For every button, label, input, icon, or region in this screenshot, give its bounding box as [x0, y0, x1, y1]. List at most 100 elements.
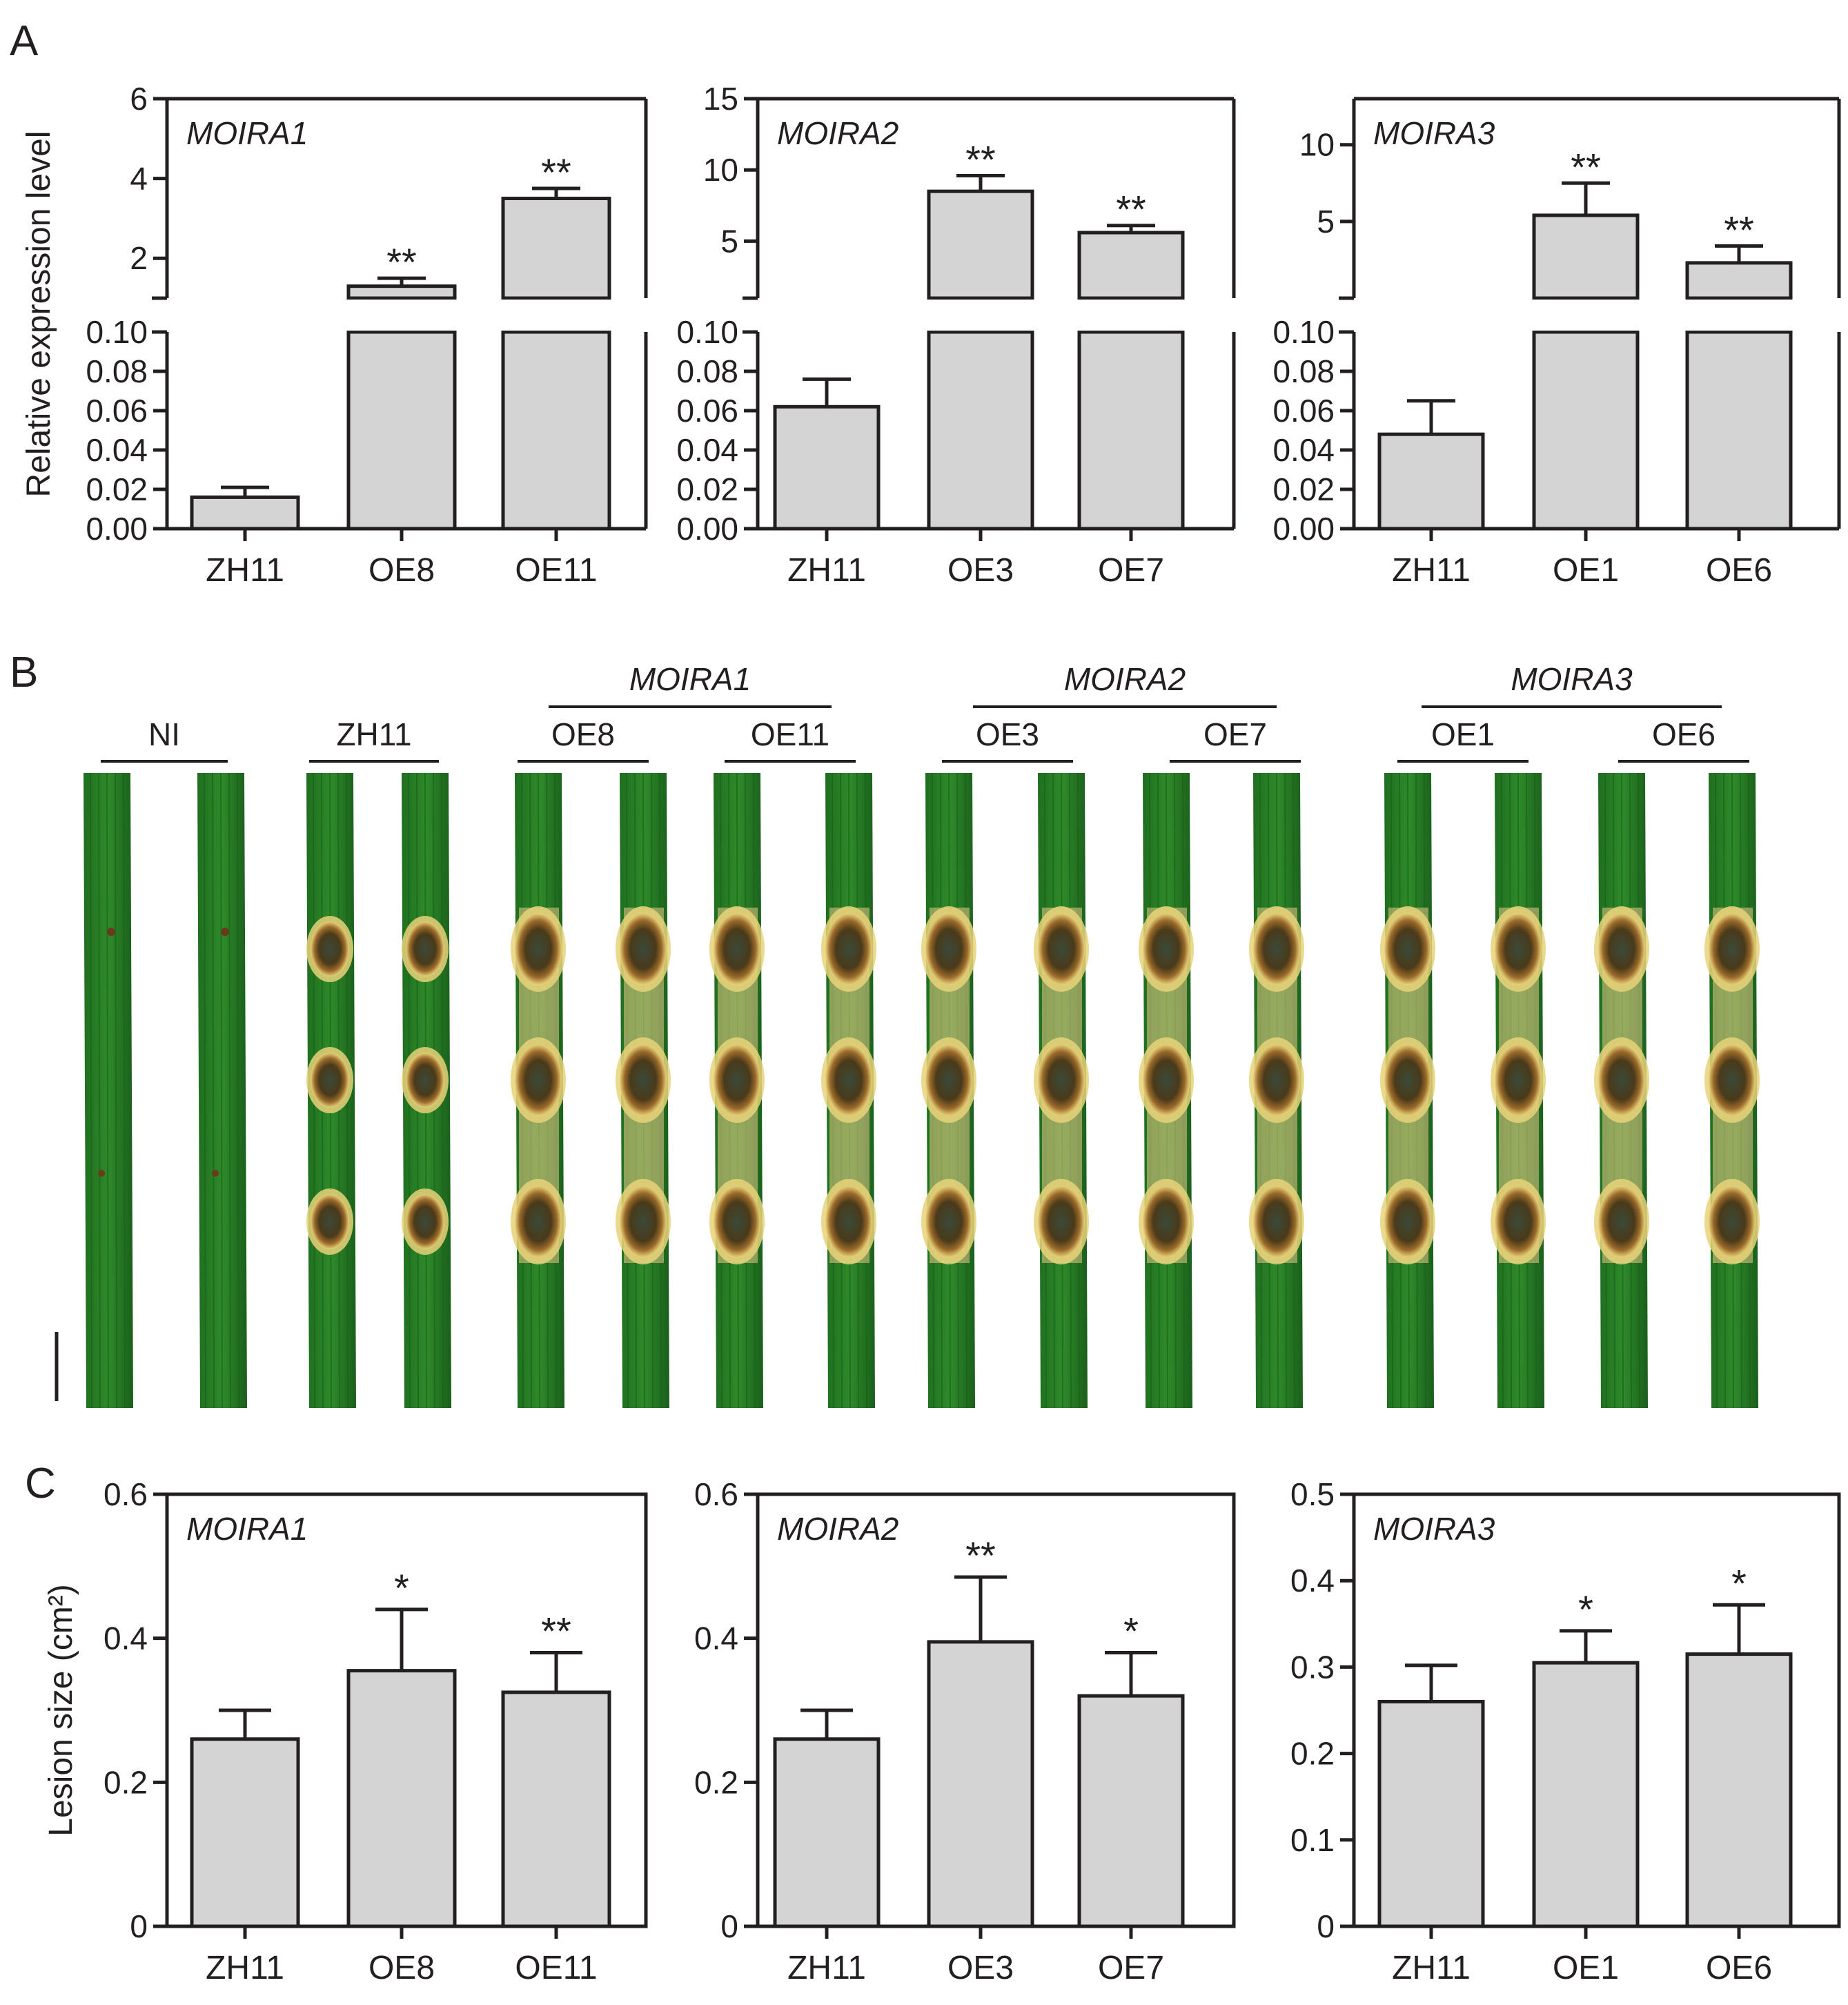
- x-category-label: OE3: [947, 552, 1014, 589]
- gene-group-label: MOIRA2: [1064, 661, 1186, 697]
- axis-break-gap: [1531, 300, 1640, 331]
- bar-upper-segment: [927, 189, 1034, 300]
- lesion-spot: [1038, 913, 1085, 985]
- significance-mark: **: [1116, 188, 1146, 231]
- bar-lower-segment: [927, 330, 1034, 531]
- panel-letter-b: B: [10, 649, 38, 696]
- bar-upper-segment: [1077, 231, 1185, 300]
- x-category-label: ZH11: [1392, 1950, 1471, 1986]
- y-tick-label: 5: [720, 223, 738, 259]
- lesion-spot: [1038, 1044, 1085, 1116]
- y-tick-label: 0.00: [676, 511, 738, 547]
- leaf-blade: [1249, 772, 1304, 1409]
- y-tick-label: 0.06: [1272, 393, 1335, 429]
- leaf-blade: [306, 772, 356, 1409]
- y-tick-label: 0.2: [104, 1764, 148, 1800]
- y-tick-label: 0.04: [1272, 432, 1335, 468]
- leaf-speck: [212, 1170, 219, 1177]
- lesion-spot: [925, 1186, 972, 1258]
- leaf-pair-label: ZH11: [336, 716, 411, 752]
- y-tick-label: 0.04: [86, 432, 148, 468]
- y-tick-label: 0.08: [86, 353, 148, 389]
- x-category-label: OE8: [368, 552, 435, 589]
- lesion-spot: [1143, 1186, 1190, 1258]
- bar-lower-segment: [346, 330, 457, 531]
- leaf-blade: [511, 772, 566, 1409]
- lesion-spot: [1253, 1186, 1300, 1258]
- leaf-photo-panel: NI ZH11 OE8 OE11 OE3 OE7 OE1 OE6 MOIRA1 MOIRA2 MOI…: [55, 661, 1760, 1409]
- lesion-spot: [1384, 1044, 1431, 1116]
- significance-mark: **: [965, 137, 996, 181]
- leaf-blade: [1139, 772, 1194, 1409]
- lesion-spot: [1709, 1186, 1756, 1258]
- y-tick-label: 2: [130, 240, 148, 276]
- bar: [1377, 1699, 1485, 1928]
- lesion-chart-moira3: 0 0.1 0.2 0.3 0.4 0.5 * * ZH11 OE1 OE6 MOIRA3: [1290, 1476, 1841, 1986]
- lesion-spot: [925, 1044, 972, 1116]
- y-tick-label: 0.02: [86, 471, 148, 507]
- leaf-blade: [1034, 772, 1089, 1409]
- bar-lower-segment: [1532, 330, 1640, 531]
- chart-title: MOIRA3: [1373, 115, 1495, 151]
- axis-break-gap: [1077, 300, 1186, 331]
- bar: [346, 1669, 457, 1928]
- y-tick-label: 0.10: [1272, 314, 1335, 350]
- x-category-label: ZH11: [1392, 552, 1471, 589]
- bar: [190, 495, 300, 531]
- y-tick-label: 0.6: [104, 1476, 148, 1512]
- y-tick-label: 0.08: [676, 353, 738, 389]
- axis-break-gap: [500, 300, 612, 331]
- x-category-label: OE7: [1098, 1950, 1164, 1986]
- leaf-blade: [709, 772, 765, 1409]
- lesion-spot: [714, 1044, 760, 1116]
- leaf-vein: [90, 772, 92, 1409]
- panel-letter-c: C: [25, 1460, 56, 1507]
- y-tick-label: 0.06: [86, 393, 148, 429]
- y-axis-label: Relative expression level: [21, 131, 57, 498]
- significance-mark: **: [1724, 208, 1754, 251]
- y-tick-label: 0.02: [676, 471, 738, 507]
- axis-break-gap: [1684, 300, 1793, 331]
- lesion-spot: [1495, 1186, 1542, 1258]
- bar: [1532, 1661, 1640, 1928]
- leaf-blade: [1704, 772, 1760, 1409]
- leaf-pair-label: OE6: [1652, 716, 1716, 752]
- bar-lower-segment: [1077, 330, 1185, 531]
- panel-letter-a: A: [10, 17, 39, 65]
- significance-mark: **: [386, 240, 417, 284]
- leaf-blade: [402, 772, 451, 1409]
- leaf-blade: [821, 772, 876, 1409]
- y-tick-label: 0.6: [694, 1476, 738, 1512]
- y-tick-label: 0.06: [676, 393, 738, 429]
- leaf-speck: [107, 928, 115, 936]
- lesion-spot: [620, 913, 667, 985]
- y-tick-label: 0.4: [1290, 1563, 1335, 1598]
- leaf-pair-label: OE3: [976, 716, 1039, 752]
- lesion-spot: [714, 913, 760, 985]
- y-tick-label: 0.4: [694, 1621, 738, 1656]
- lesion-spot: [1598, 1186, 1645, 1258]
- x-category-label: ZH11: [787, 1950, 866, 1986]
- bar-upper-segment: [346, 284, 457, 300]
- x-category-label: ZH11: [206, 552, 284, 589]
- chart-title: MOIRA2: [777, 115, 898, 151]
- x-category-label: OE1: [1553, 1950, 1619, 1986]
- leaf-blade: [197, 772, 247, 1409]
- y-tick-label: 0: [130, 1908, 148, 1944]
- leaf-vein: [106, 772, 109, 1409]
- lesion-spot: [1253, 913, 1300, 985]
- expression-chart-moira1: 0.00 0.020.040.06 0.080.10 2 4 6 ** ** ZH11 OE8 OE…: [21, 81, 648, 589]
- significance-mark: **: [541, 150, 571, 194]
- y-tick-label: 4: [130, 161, 148, 197]
- y-tick-label: 0.1: [1290, 1822, 1335, 1858]
- lesion-spot: [1495, 1044, 1542, 1116]
- lesion-spot: [825, 1186, 872, 1258]
- leaf-blade: [921, 772, 976, 1409]
- significance-mark: *: [394, 1566, 409, 1610]
- leaf-speck: [221, 928, 229, 936]
- axis-break-gap: [926, 300, 1035, 331]
- y-tick-label: 0: [720, 1908, 738, 1944]
- y-tick-label: 0.4: [104, 1621, 148, 1656]
- significance-mark: *: [1123, 1610, 1139, 1653]
